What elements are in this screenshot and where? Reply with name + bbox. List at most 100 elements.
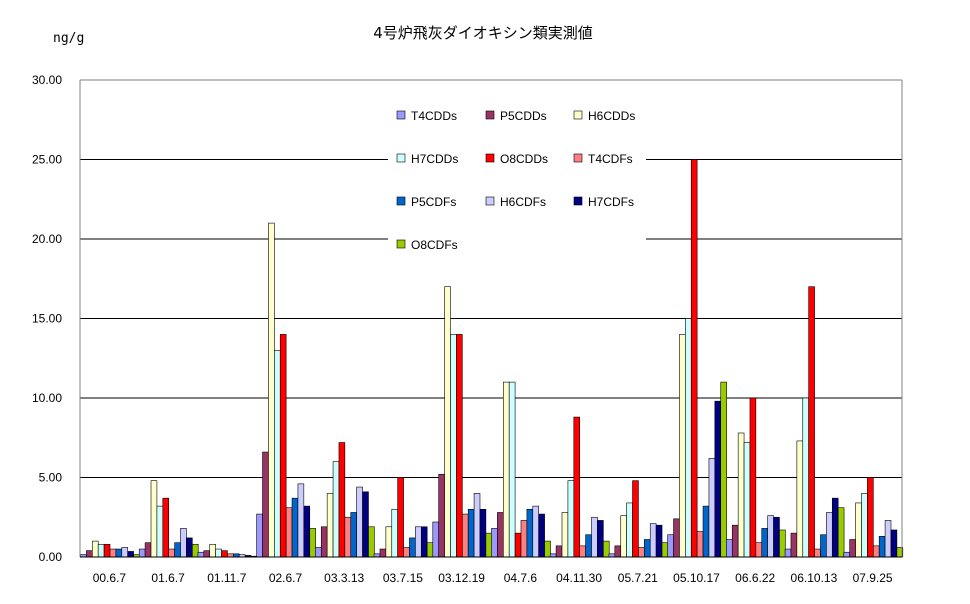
bar-O8CDDs-06.6.22	[749, 397, 757, 558]
x-tick-label: 07.9.25	[853, 571, 893, 585]
legend-label-H6CDFs: H6CDFs	[500, 195, 546, 209]
bar-H6CDFs-03.12.19	[473, 493, 481, 558]
bar-T4CDDs-01.11.7	[197, 551, 205, 558]
bar-P5CDFs-05.7.21	[644, 539, 651, 558]
bar-O8CDFs-05.7.21	[661, 542, 669, 558]
x-tick-label: 04.7.6	[504, 571, 538, 585]
bar-P5CDFs-06.10.13	[820, 534, 827, 558]
bar-T4CDDs-03.12.19	[432, 521, 439, 558]
bar-H6CDDs-07.9.25	[855, 502, 862, 558]
bar-H7CDDs-00.6.7	[97, 543, 105, 558]
bar-H6CDDs-06.6.22	[737, 432, 745, 558]
y-tick-label: 0.00	[39, 550, 63, 564]
bar-P5CDDs-00.6.7	[86, 550, 93, 558]
x-tick-label: 01.11.7	[207, 571, 246, 585]
bar-H6CDFs-01.6.7	[180, 528, 187, 558]
bar-O8CDFs-03.3.13	[368, 526, 375, 558]
bar-O8CDDs-04.11.30	[573, 416, 581, 558]
bar-O8CDFs-06.6.22	[779, 529, 786, 558]
x-tick-label: 05.10.17	[673, 571, 720, 585]
x-tick-label: 04.11.30	[556, 571, 602, 585]
bar-H7CDFs-00.6.7	[127, 551, 134, 558]
bar-P5CDFs-07.9.25	[878, 536, 886, 558]
bar-O8CDDs-06.10.13	[808, 286, 815, 558]
bar-H6CDDs-04.7.6	[502, 381, 510, 558]
y-tick-label: 25.00	[32, 153, 62, 167]
bar-H7CDDs-04.11.30	[567, 480, 575, 558]
bar-H7CDFs-03.3.13	[362, 491, 369, 558]
bar-T4CDDs-04.7.6	[491, 528, 498, 558]
bar-H6CDDs-06.10.13	[796, 440, 804, 558]
bar-H6CDDs-05.7.21	[620, 515, 627, 558]
bar-O8CDDs-05.10.17	[690, 159, 698, 558]
bar-P5CDFs-00.6.7	[115, 548, 123, 558]
bar-H7CDDs-06.6.22	[743, 442, 751, 558]
bar-H7CDFs-06.6.22	[773, 516, 780, 558]
bar-P5CDDs-06.6.22	[731, 524, 739, 558]
bar-P5CDDs-05.10.17	[673, 518, 680, 558]
legend-label-O8CDFs: O8CDFs	[411, 238, 458, 252]
bar-H7CDDs-01.11.7	[215, 548, 222, 558]
bar-T4CDDs-01.6.7	[138, 548, 146, 558]
legend-swatch-T4CDDs	[396, 110, 406, 120]
bar-H7CDDs-07.9.25	[861, 493, 868, 558]
x-tick-label: 05.7.21	[618, 571, 658, 585]
x-tick-label: 03.12.19	[438, 571, 485, 585]
x-tick-label: 00.6.7	[93, 571, 127, 585]
y-tick-label: 10.00	[32, 391, 62, 405]
legend-swatch-T4CDFs	[573, 153, 583, 163]
x-axis-labels: 00.6.7 01.6.7 01.11.7 02.6.7 03.3.13 03.7.15 0…	[93, 571, 893, 585]
bar-H6CDDs-04.11.30	[561, 512, 569, 558]
bar-H7CDDs-03.3.13	[332, 461, 340, 558]
bar-H6CDFs-07.9.25	[884, 520, 892, 558]
legend-swatch-O8CDFs	[396, 239, 406, 249]
bar-T4CDFs-00.6.7	[109, 548, 117, 558]
bar-O8CDFs-05.10.17	[720, 381, 727, 558]
bar-O8CDDs-05.7.21	[632, 480, 639, 558]
bar-T4CDFs-04.7.6	[520, 520, 528, 558]
legend-label-T4CDDs: T4CDDs	[411, 109, 457, 123]
x-tick-label: 02.6.7	[269, 571, 303, 585]
bar-P5CDDs-03.3.13	[320, 526, 328, 558]
bar-O8CDDs-03.7.15	[397, 477, 404, 558]
bar-H7CDDs-06.10.13	[802, 397, 809, 558]
y-tick-label: 20.00	[32, 232, 62, 246]
bar-H6CDFs-05.7.21	[649, 523, 657, 558]
legend-label-H6CDDs: H6CDDs	[588, 109, 635, 123]
bar-O8CDFs-02.6.7	[309, 528, 316, 558]
bar-T4CDFs-06.10.13	[814, 548, 821, 558]
bar-P5CDFs-03.3.13	[350, 512, 357, 558]
bar-H7CDFs-01.6.7	[186, 537, 193, 558]
legend-swatch-P5CDDs	[485, 110, 495, 120]
bar-O8CDFs-06.10.13	[837, 507, 845, 558]
bar-H6CDDs-03.12.19	[444, 286, 451, 558]
bar-T4CDDs-02.6.7	[256, 513, 263, 558]
bar-P5CDFs-06.6.22	[761, 528, 768, 558]
bar-P5CDDs-03.12.19	[438, 474, 445, 558]
bars	[80, 159, 904, 558]
bar-T4CDFs-01.6.7	[168, 548, 175, 558]
bar-O8CDDs-03.3.13	[338, 442, 346, 558]
x-tick-label: 06.6.22	[735, 571, 775, 585]
bar-O8CDDs-02.6.7	[279, 334, 287, 558]
bar-P5CDDs-01.6.7	[144, 542, 152, 558]
bar-T4CDFs-06.6.22	[755, 542, 763, 558]
bar-T4CDFs-03.12.19	[461, 513, 469, 558]
bar-H7CDDs-05.10.17	[685, 318, 692, 558]
y-axis-unit: ng/g	[53, 31, 84, 46]
legend-swatch-H6CDDs	[573, 110, 583, 120]
bar-T4CDFs-04.11.30	[579, 545, 586, 558]
bar-O8CDDs-04.7.6	[514, 532, 522, 558]
bar-H7CDFs-05.7.21	[655, 524, 663, 558]
axes	[79, 79, 903, 558]
legend-label-H7CDFs: H7CDFs	[588, 195, 634, 209]
bar-T4CDFs-03.7.15	[403, 547, 410, 558]
bar-H7CDFs-03.7.15	[420, 526, 428, 558]
bar-P5CDFs-01.6.7	[174, 542, 181, 558]
bar-P5CDFs-04.11.30	[585, 534, 592, 558]
bar-H6CDFs-03.7.15	[415, 526, 422, 558]
x-tick-label: 03.7.15	[383, 571, 423, 585]
legend-swatch-H7CDFs	[573, 196, 583, 206]
bar-P5CDDs-06.10.13	[790, 532, 798, 558]
bar-P5CDDs-07.9.25	[849, 539, 856, 558]
